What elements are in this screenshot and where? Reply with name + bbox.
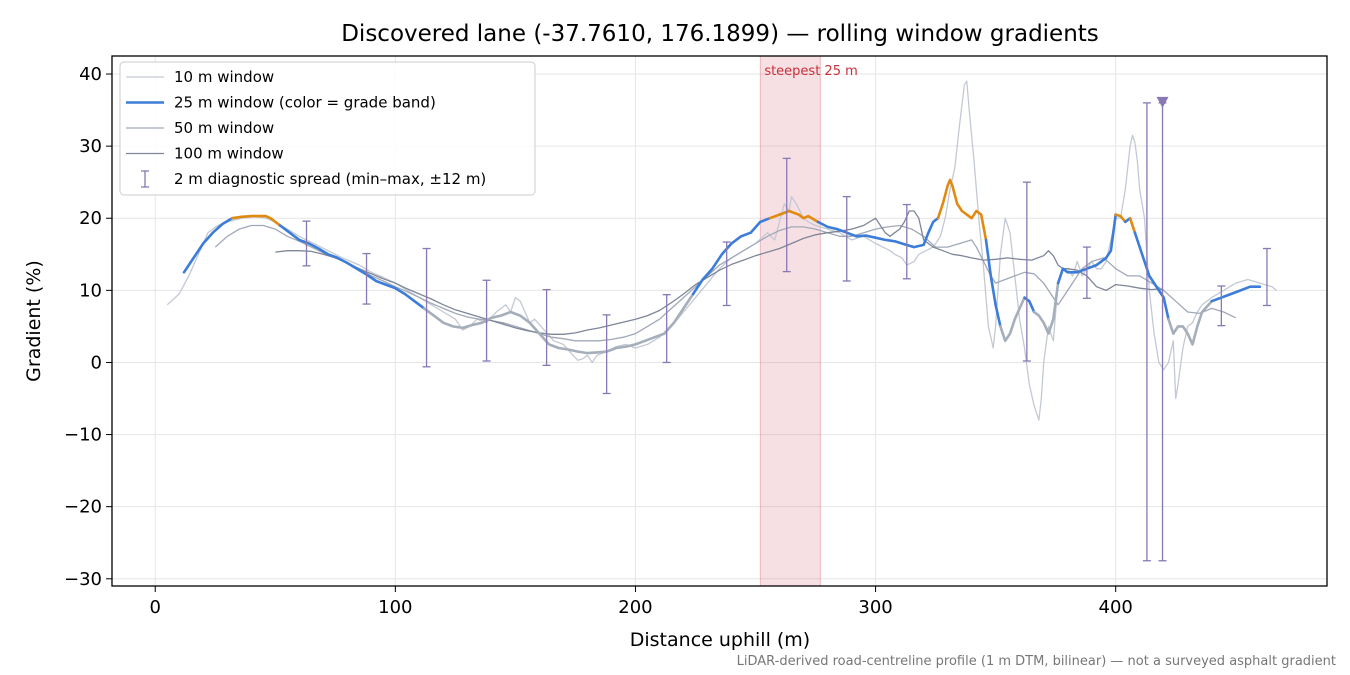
legend-label: 100 m window [174, 145, 284, 163]
series-line [275, 210, 1164, 335]
series-line-25m-segment [182, 216, 234, 274]
x-tick-label: 0 [149, 597, 160, 618]
series-line [214, 224, 1237, 342]
series-line-25m-segment [1167, 299, 1213, 346]
series-line-25m-segment [278, 224, 426, 310]
legend: 10 m window 25 m window (color = grade ba… [119, 61, 536, 196]
legend-label: 25 m window (color = grade band) [174, 94, 436, 112]
legend-label: 10 m window [174, 68, 274, 86]
series-line-25m-segment [1032, 281, 1060, 335]
series-line-25m-segment [230, 214, 282, 227]
series-line-25m-segment [768, 209, 820, 224]
chart-title: Discovered lane (-37.7610, 176.1899) — r… [341, 21, 1099, 47]
x-tick-label: 100 [378, 597, 412, 618]
footnote: LiDAR-derived road-centreline profile (1… [737, 654, 1336, 669]
series-line-25m-segment [422, 292, 695, 355]
x-tick-label: 400 [1099, 597, 1133, 618]
series-line-25m-segment [816, 216, 940, 249]
x-tick-label: 300 [858, 597, 892, 618]
series-line-25m-segment [999, 296, 1026, 343]
y-tick-label: 10 [79, 280, 102, 301]
legend-label: 2 m diagnostic spread (min–max, ±12 m) [174, 170, 486, 188]
marker-layer [1156, 96, 1169, 108]
series-line-25m-segment [1023, 296, 1036, 314]
steepest-25m-region: steepest 25 m [759, 55, 858, 587]
y-tick-label: 0 [91, 352, 102, 373]
y-tick-label: −10 [64, 425, 102, 446]
steepest-band [759, 55, 821, 587]
axis-ticks: 0 100 200 300 400 −30 −20 −10 0 10 20 30 40 [64, 64, 1133, 618]
series-line-25m-segment [1128, 216, 1137, 234]
series-line-25m-segment [691, 216, 772, 296]
y-axis-label: Gradient (%) [23, 260, 45, 382]
series-line-25m-segment [936, 178, 988, 242]
steepest-band-label: steepest 25 m [764, 64, 857, 79]
y-tick-label: 40 [79, 64, 102, 85]
y-tick-label: −20 [64, 497, 102, 518]
x-axis-label: Distance uphill (m) [630, 629, 810, 651]
plot-frame [111, 55, 1328, 587]
x-tick-label: 200 [618, 597, 652, 618]
diagnostic-error-bars [302, 102, 1271, 562]
legend-box [119, 61, 536, 196]
series-line-25m-segment [984, 238, 1002, 328]
y-tick-label: 30 [79, 136, 102, 157]
y-tick-label: 20 [79, 208, 102, 229]
legend-label: 50 m window [174, 119, 274, 137]
series-line [166, 80, 1277, 421]
series-line-25m-segment [1114, 213, 1127, 224]
series-line-25m-segment [1210, 285, 1262, 303]
y-tick-label: −30 [64, 569, 102, 590]
down-triangle-marker [1156, 96, 1169, 108]
